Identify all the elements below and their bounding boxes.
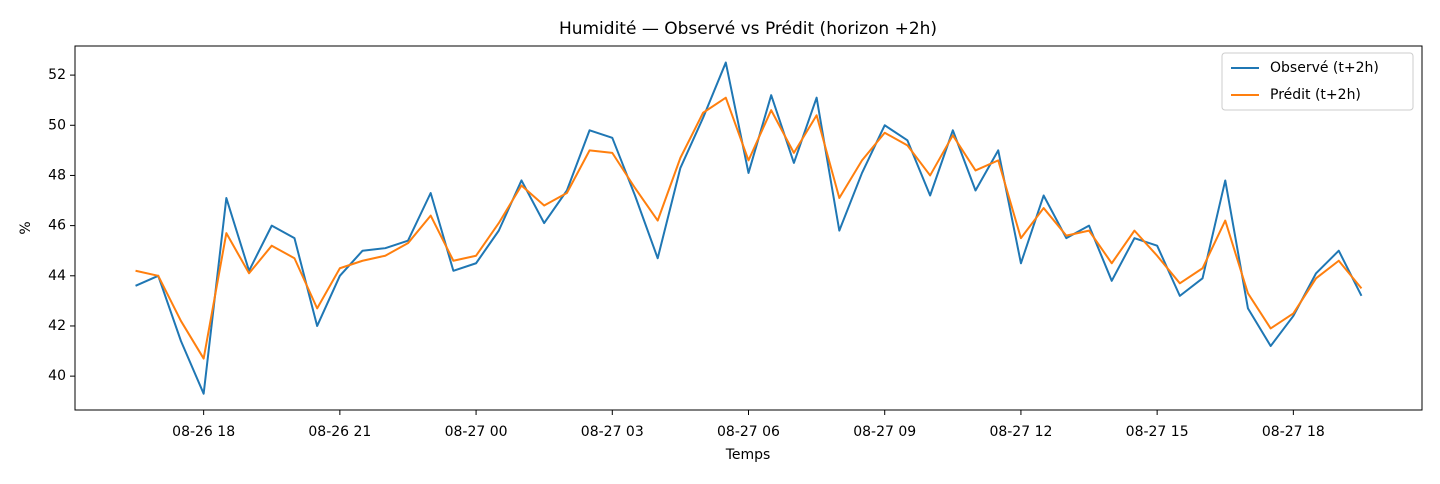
y-axis-label: % xyxy=(18,221,34,234)
plot-frame xyxy=(74,45,1423,411)
legend-label: Prédit (t+2h) xyxy=(1270,87,1361,103)
y-tick-label: 50 xyxy=(48,117,66,133)
series-line xyxy=(135,61,1363,395)
series-line xyxy=(135,96,1363,360)
legend-label: Observé (t+2h) xyxy=(1270,60,1379,76)
y-tick-label: 40 xyxy=(48,368,66,384)
x-tick-label: 08-27 18 xyxy=(1262,424,1325,440)
y-tick-label: 48 xyxy=(48,167,66,183)
x-tick-label: 08-26 21 xyxy=(308,424,371,440)
y-tick-label: 46 xyxy=(48,218,66,234)
y-tick-label: 44 xyxy=(48,268,66,284)
y-tick-label: 42 xyxy=(48,318,66,334)
x-tick-label: 08-27 00 xyxy=(445,424,508,440)
x-tick-label: 08-27 03 xyxy=(581,424,644,440)
x-tick-label: 08-26 18 xyxy=(172,424,235,440)
x-tick-label: 08-27 06 xyxy=(717,424,780,440)
chart-title: Humidité — Observé vs Prédit (horizon +2… xyxy=(559,19,937,39)
y-tick-label: 52 xyxy=(48,67,66,83)
x-axis-label: Temps xyxy=(725,447,771,463)
x-tick-label: 08-27 12 xyxy=(989,424,1052,440)
legend-box xyxy=(1221,52,1414,111)
x-tick-label: 08-27 09 xyxy=(853,424,916,440)
x-tick-label: 08-27 15 xyxy=(1126,424,1189,440)
